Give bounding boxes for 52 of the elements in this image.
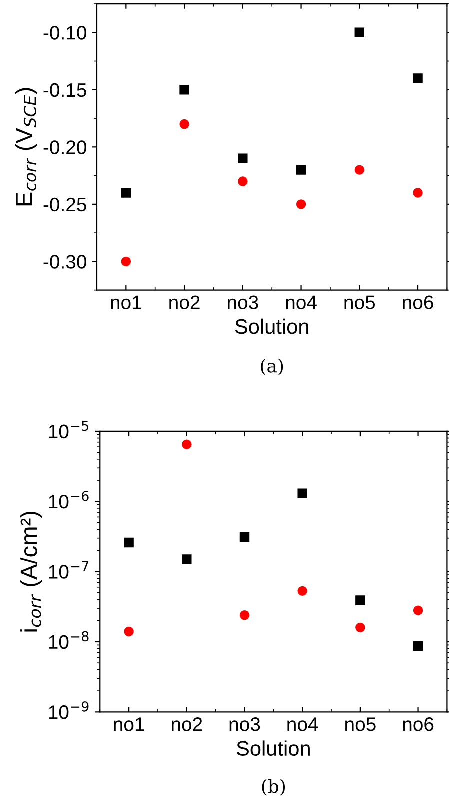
x-tick-label: no1 [114, 718, 144, 732]
point [124, 538, 134, 548]
point [356, 622, 366, 633]
point [238, 154, 248, 164]
y-tick-label: -0.10 [44, 26, 87, 40]
y-tick-label: -0.15 [44, 83, 86, 98]
point [354, 28, 365, 38]
y-axis-title: E$_{corr}$ (V$_{SCE}$) [15, 88, 38, 206]
y-tick-label: -0.20 [44, 140, 87, 154]
point [298, 488, 308, 499]
point [413, 641, 424, 652]
point [180, 119, 190, 130]
x-tick-label: no4 [288, 718, 318, 732]
point [182, 554, 192, 564]
x-tick-label: no3 [230, 718, 260, 732]
x-tick-label: no4 [286, 296, 317, 310]
x-tick-label: no1 [111, 296, 142, 310]
point [180, 85, 190, 95]
x-axis-title: Solution [235, 318, 308, 334]
x-tick-label: no3 [228, 296, 258, 310]
point [356, 596, 366, 606]
point [238, 176, 248, 186]
x-tick-label: no6 [403, 296, 434, 310]
x-tick-label: no2 [170, 296, 200, 310]
point [413, 606, 424, 616]
x-tick-label: no6 [403, 718, 434, 732]
y-axis-title: i$_{corr}$ (A/cm²) [20, 512, 42, 632]
point [182, 440, 192, 450]
y-tick-label: 10$^{−8}$ [49, 631, 89, 650]
text: (b) [262, 779, 286, 796]
point [296, 200, 306, 210]
x-tick-label: no5 [346, 718, 376, 732]
point [124, 626, 134, 637]
point [240, 610, 250, 620]
point [121, 256, 132, 267]
y-tick-label: 10$^{−6}$ [49, 491, 89, 509]
x-tick-label: no2 [172, 718, 202, 732]
y-tick-label: -0.25 [44, 198, 86, 212]
y-tick-label: 10$^{−7}$ [49, 561, 89, 579]
x-tick-label: no5 [344, 296, 376, 310]
point [298, 586, 308, 596]
point [413, 188, 423, 198]
y-tick-label: -0.30 [44, 255, 87, 269]
point [240, 532, 250, 542]
point [354, 165, 365, 175]
text: (a) [261, 358, 284, 376]
point [413, 74, 423, 84]
x-axis-title: Solution [236, 740, 310, 756]
point [121, 188, 132, 198]
y-tick-label: 10$^{−5}$ [49, 421, 89, 439]
point [296, 165, 306, 175]
y-tick-label: 10$^{−9}$ [49, 702, 89, 720]
